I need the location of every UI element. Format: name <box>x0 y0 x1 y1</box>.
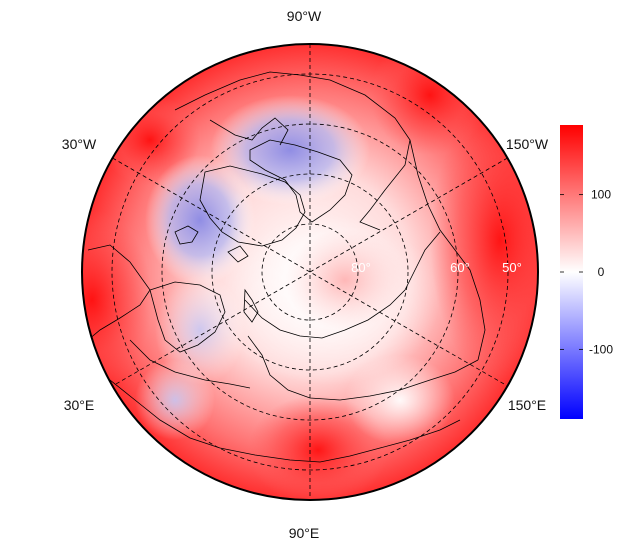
colorbar-tick-label: -100 <box>589 342 613 356</box>
coast-iceland <box>174 225 199 245</box>
lon-label-lower-right: 150°E <box>508 397 546 413</box>
lat-label-80: 80° <box>351 260 371 275</box>
coast-siberia-north <box>244 231 441 339</box>
meridian-30-150 <box>112 157 508 387</box>
field-pink-center <box>285 230 405 330</box>
colorbar-gradient <box>560 125 583 419</box>
coast-novaya <box>243 288 259 323</box>
colorbar-ticks: 100 0 -100 <box>560 188 613 356</box>
meridian-150-30 <box>112 157 508 387</box>
lat-circle-60 <box>161 123 459 421</box>
coast-hudson <box>209 117 289 146</box>
lat-label-60: 60° <box>450 260 470 275</box>
coast-siberia-south <box>247 335 479 401</box>
lat-circle-70 <box>211 173 409 371</box>
anomaly-field <box>82 44 538 500</box>
coastlines <box>87 71 486 463</box>
lon-label-lower-left: 30°E <box>64 397 95 413</box>
colorbar-tick-label: 0 <box>598 265 605 279</box>
coast-canada-archipelago <box>249 139 353 223</box>
lon-label-upper-left: 30°W <box>62 136 97 152</box>
coast-svalbard <box>227 245 249 263</box>
coast-greenland <box>199 165 306 247</box>
coast-asia-inner <box>129 339 251 389</box>
lat-label-50: 50° <box>502 260 522 275</box>
colorbar: 100 0 -100 <box>560 125 613 419</box>
lat-circle-80 <box>261 223 359 321</box>
field-white-eastsib <box>345 355 455 445</box>
field-blue-canada <box>210 95 370 205</box>
graticule <box>111 44 509 500</box>
field-blue-greenland <box>145 155 255 285</box>
field-blue-siberia <box>135 360 215 440</box>
coast-scandinavia <box>149 281 226 353</box>
field-red-north <box>370 44 490 155</box>
lon-label-bottom: 90°E <box>289 525 320 541</box>
lon-label-upper-right: 150°W <box>506 136 549 152</box>
colorbar-tick-label: 100 <box>591 188 611 202</box>
coast-asia-south <box>109 379 461 463</box>
map-boundary <box>81 43 539 501</box>
coast-alaska <box>409 139 486 361</box>
lon-label-top: 90°W <box>287 8 322 24</box>
coast-canada-mainland <box>174 71 411 231</box>
